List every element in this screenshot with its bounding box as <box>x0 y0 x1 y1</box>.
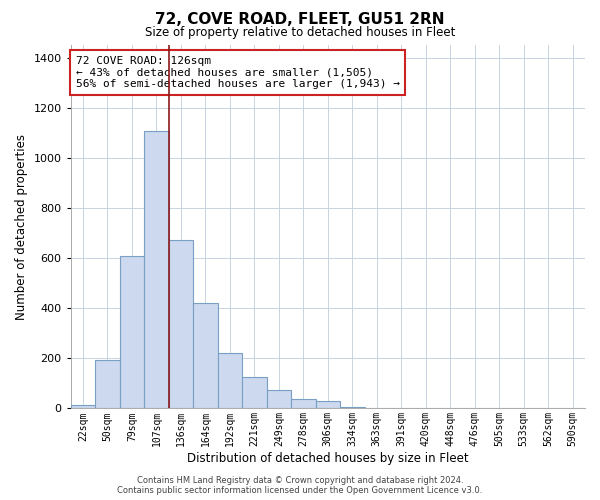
Bar <box>144 132 169 408</box>
Bar <box>266 390 291 408</box>
Text: Contains HM Land Registry data © Crown copyright and database right 2024.
Contai: Contains HM Land Registry data © Crown c… <box>118 476 482 495</box>
Bar <box>119 256 144 408</box>
Text: Size of property relative to detached houses in Fleet: Size of property relative to detached ho… <box>145 26 455 39</box>
Y-axis label: Number of detached properties: Number of detached properties <box>15 134 28 320</box>
Bar <box>316 402 340 408</box>
Bar <box>169 240 193 408</box>
X-axis label: Distribution of detached houses by size in Fleet: Distribution of detached houses by size … <box>187 452 469 465</box>
Bar <box>218 354 242 408</box>
Text: 72, COVE ROAD, FLEET, GU51 2RN: 72, COVE ROAD, FLEET, GU51 2RN <box>155 12 445 28</box>
Text: 72 COVE ROAD: 126sqm
← 43% of detached houses are smaller (1,505)
56% of semi-de: 72 COVE ROAD: 126sqm ← 43% of detached h… <box>76 56 400 89</box>
Bar <box>193 303 218 408</box>
Bar <box>340 407 365 408</box>
Bar <box>291 399 316 408</box>
Bar <box>95 360 119 408</box>
Bar <box>242 377 266 408</box>
Bar <box>71 404 95 408</box>
